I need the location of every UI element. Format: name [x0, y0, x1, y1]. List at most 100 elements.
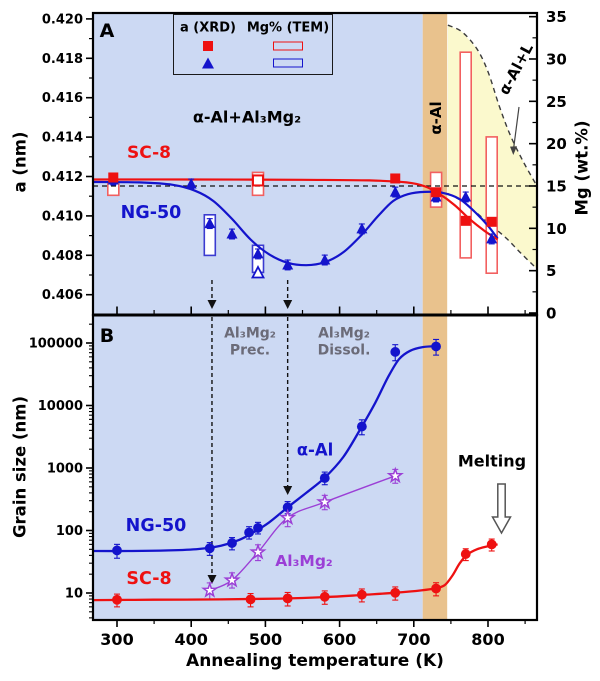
ng50-open-point — [251, 265, 265, 279]
ng50-grain-point — [253, 523, 263, 533]
label-ng50-a: NG-50 — [120, 203, 182, 223]
label-al3mg2-b: Al₃Mg₂ — [275, 552, 333, 570]
label-melting: Melting — [457, 451, 527, 471]
tick-label: 0.410 — [42, 209, 83, 224]
ng50-grain-point — [282, 502, 293, 513]
sc8-b-curve — [93, 543, 498, 602]
al3mg2-star-point — [223, 571, 241, 588]
sc8-grain-point — [319, 591, 330, 602]
sc8-grain-point — [390, 587, 401, 598]
tick-label: 700 — [397, 630, 430, 649]
legend-col1-header: a (XRD) — [179, 20, 237, 36]
al3mg2-star-point — [316, 492, 334, 510]
tick-label: 0.412 — [42, 170, 83, 185]
legend-rect-blue-icon — [273, 58, 303, 68]
alpha-al-l-pointer-arrow — [513, 106, 520, 148]
tick-label: 15 — [546, 177, 567, 195]
legend-rect-red-icon — [273, 41, 303, 51]
ng50-grain-point — [112, 545, 122, 556]
tick-label: 0.406 — [42, 288, 83, 303]
ng50-grain-point — [390, 347, 401, 357]
region-alpha-al-a — [422, 13, 448, 315]
label-sc8-b: SC-8 — [126, 569, 172, 589]
ng50-xrd-point — [389, 186, 401, 197]
annotation-arrowhead-icon — [207, 575, 217, 584]
ng50-grain-point — [431, 341, 441, 352]
legend-triangle-marker-icon — [202, 57, 214, 69]
sc8-a-curve — [93, 178, 499, 241]
ng50-grain-point — [244, 527, 254, 538]
ng50-xrd-point — [486, 232, 498, 244]
ng50-a-curve — [93, 180, 499, 267]
tick-label: 100000 — [29, 337, 83, 352]
tick-label: 1000 — [47, 462, 83, 477]
annotation-arrowhead-icon — [283, 486, 293, 495]
label-al3mg2-prec: Al₃Mg₂ Prec. — [224, 325, 276, 358]
ng50-xrd-point — [185, 178, 197, 189]
sc8-grain-point — [245, 594, 256, 605]
tick-label: 0.414 — [42, 131, 83, 146]
al3mg2-star-point — [386, 466, 404, 484]
sc8-xrd-point — [431, 187, 442, 198]
ng50-xrd-point — [460, 191, 472, 202]
ng50-xrd-point — [356, 222, 368, 234]
axis-title-grain: Grain size (nm) — [10, 396, 30, 538]
region-alpha-al-b — [422, 315, 448, 620]
label-al3mg2-dissol-line1: Al₃Mg₂ — [318, 325, 370, 342]
tick-label: 35 — [546, 8, 567, 26]
al3mg2-star-point — [201, 581, 219, 598]
ng50-b-curve — [93, 345, 438, 553]
sc8-xrd-point — [460, 215, 471, 226]
tick-label: 25 — [546, 93, 567, 111]
mg-tem-range-bar — [485, 136, 499, 274]
alpha-al-l-pointer-arrowhead-icon — [510, 146, 517, 155]
ng50-xrd-point — [282, 259, 294, 270]
tick-label: 0.420 — [42, 12, 83, 27]
label-sc8-a: SC-8 — [127, 143, 171, 163]
ng50-xrd-point — [204, 217, 216, 229]
al3mg2-star-point — [249, 543, 267, 560]
tick-label: 10000 — [38, 399, 83, 414]
melting-arrow-icon — [491, 483, 512, 535]
sc8-xrd-point — [108, 172, 119, 183]
annotation-arrowhead-icon — [283, 300, 293, 309]
phase-boundary-upper — [447, 24, 537, 187]
panel-b — [93, 315, 512, 620]
mg-tem-range-bar — [459, 51, 473, 259]
tick-label: 300 — [100, 630, 133, 649]
tick-label: 0.416 — [42, 91, 83, 106]
tick-label: 600 — [323, 630, 356, 649]
label-ng50-b: NG-50 — [125, 516, 187, 536]
tick-label: 20 — [546, 135, 567, 153]
axis-title-mg: Mg (wt.%) — [572, 120, 592, 216]
ng50-xrd-point — [319, 254, 331, 265]
ng50-xrd-point — [252, 247, 264, 259]
sc8-xrd-point — [486, 216, 497, 227]
legend-col2-header: Mg% (TEM) — [246, 20, 330, 36]
tick-label: 800 — [471, 630, 504, 649]
region-two-phase-b — [93, 315, 423, 620]
label-al3mg2-dissol: Al₃Mg₂ Dissol. — [318, 325, 371, 358]
tick-label: 10 — [546, 220, 567, 238]
tick-label: 100 — [56, 524, 83, 539]
axis-title-a: a (nm) — [10, 131, 30, 193]
label-alpha-al-b: α-Al — [296, 440, 334, 460]
tick-label: 30 — [546, 50, 567, 68]
tick-label: 10 — [65, 587, 83, 602]
label-al3mg2-prec-line2: Prec. — [229, 342, 271, 358]
panel-a-label: A — [99, 20, 115, 42]
tick-label: 0.408 — [42, 249, 83, 264]
sc8-grain-point — [431, 583, 441, 594]
ng50-xrd-point — [226, 228, 238, 239]
sc8-grain-point — [460, 549, 471, 559]
ng50-grain-point — [204, 543, 215, 554]
sc8-open-point — [251, 174, 264, 187]
sc8-grain-point — [486, 539, 497, 550]
tick-label: 400 — [174, 630, 207, 649]
annotation-arrowhead-icon — [207, 300, 217, 309]
label-al3mg2-prec-line1: Al₃Mg₂ — [224, 325, 276, 342]
label-phase-alpha-al: α-Al — [427, 101, 445, 135]
tick-label: 0 — [546, 305, 556, 323]
ng50-grain-point — [319, 473, 330, 483]
